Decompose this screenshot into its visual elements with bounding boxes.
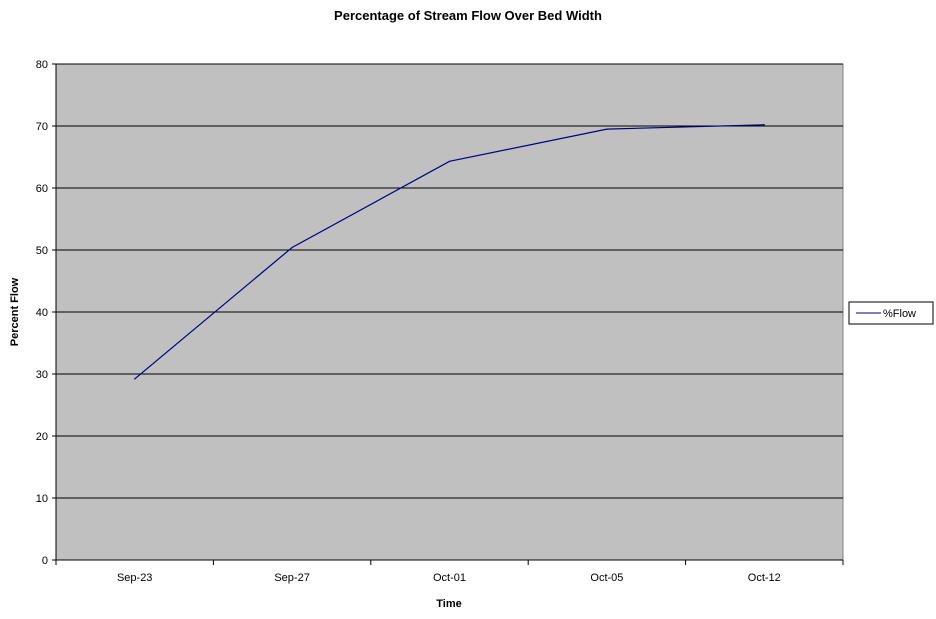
y-tick-label: 30 [36,369,48,381]
y-tick-label: 40 [36,307,48,319]
y-tick-label: 80 [36,59,48,71]
x-tick-label: Oct-01 [433,572,466,584]
legend: %Flow [848,301,934,325]
data-point [448,160,451,162]
y-axis-label: Percent Flow [9,277,21,346]
legend-label: %Flow [883,308,916,320]
axes: 0 10 20 30 40 50 60 70 80 Sep-23 Sep-27 Oct-01 Oct-0… [36,59,844,584]
x-axis-label: Time [436,598,461,610]
data-point [134,378,136,380]
legend-box [848,301,934,325]
series-layer [134,124,765,380]
x-tick-label: Oct-12 [748,572,781,584]
x-tick-label: Sep-27 [274,572,309,584]
x-tick-label: Oct-05 [590,572,623,584]
chart-title: Percentage of Stream Flow Over Bed Width [334,8,602,23]
x-tick-label: Sep-23 [117,572,152,584]
y-tick-label: 10 [36,493,48,505]
data-point [606,128,608,130]
y-tick-label: 50 [36,245,48,257]
data-point [291,246,293,249]
y-tick-label: 70 [36,121,48,133]
y-tick-label: 0 [42,555,48,567]
y-tick-label: 60 [36,183,48,195]
y-tick-label: 20 [36,431,48,443]
data-point [763,124,765,126]
